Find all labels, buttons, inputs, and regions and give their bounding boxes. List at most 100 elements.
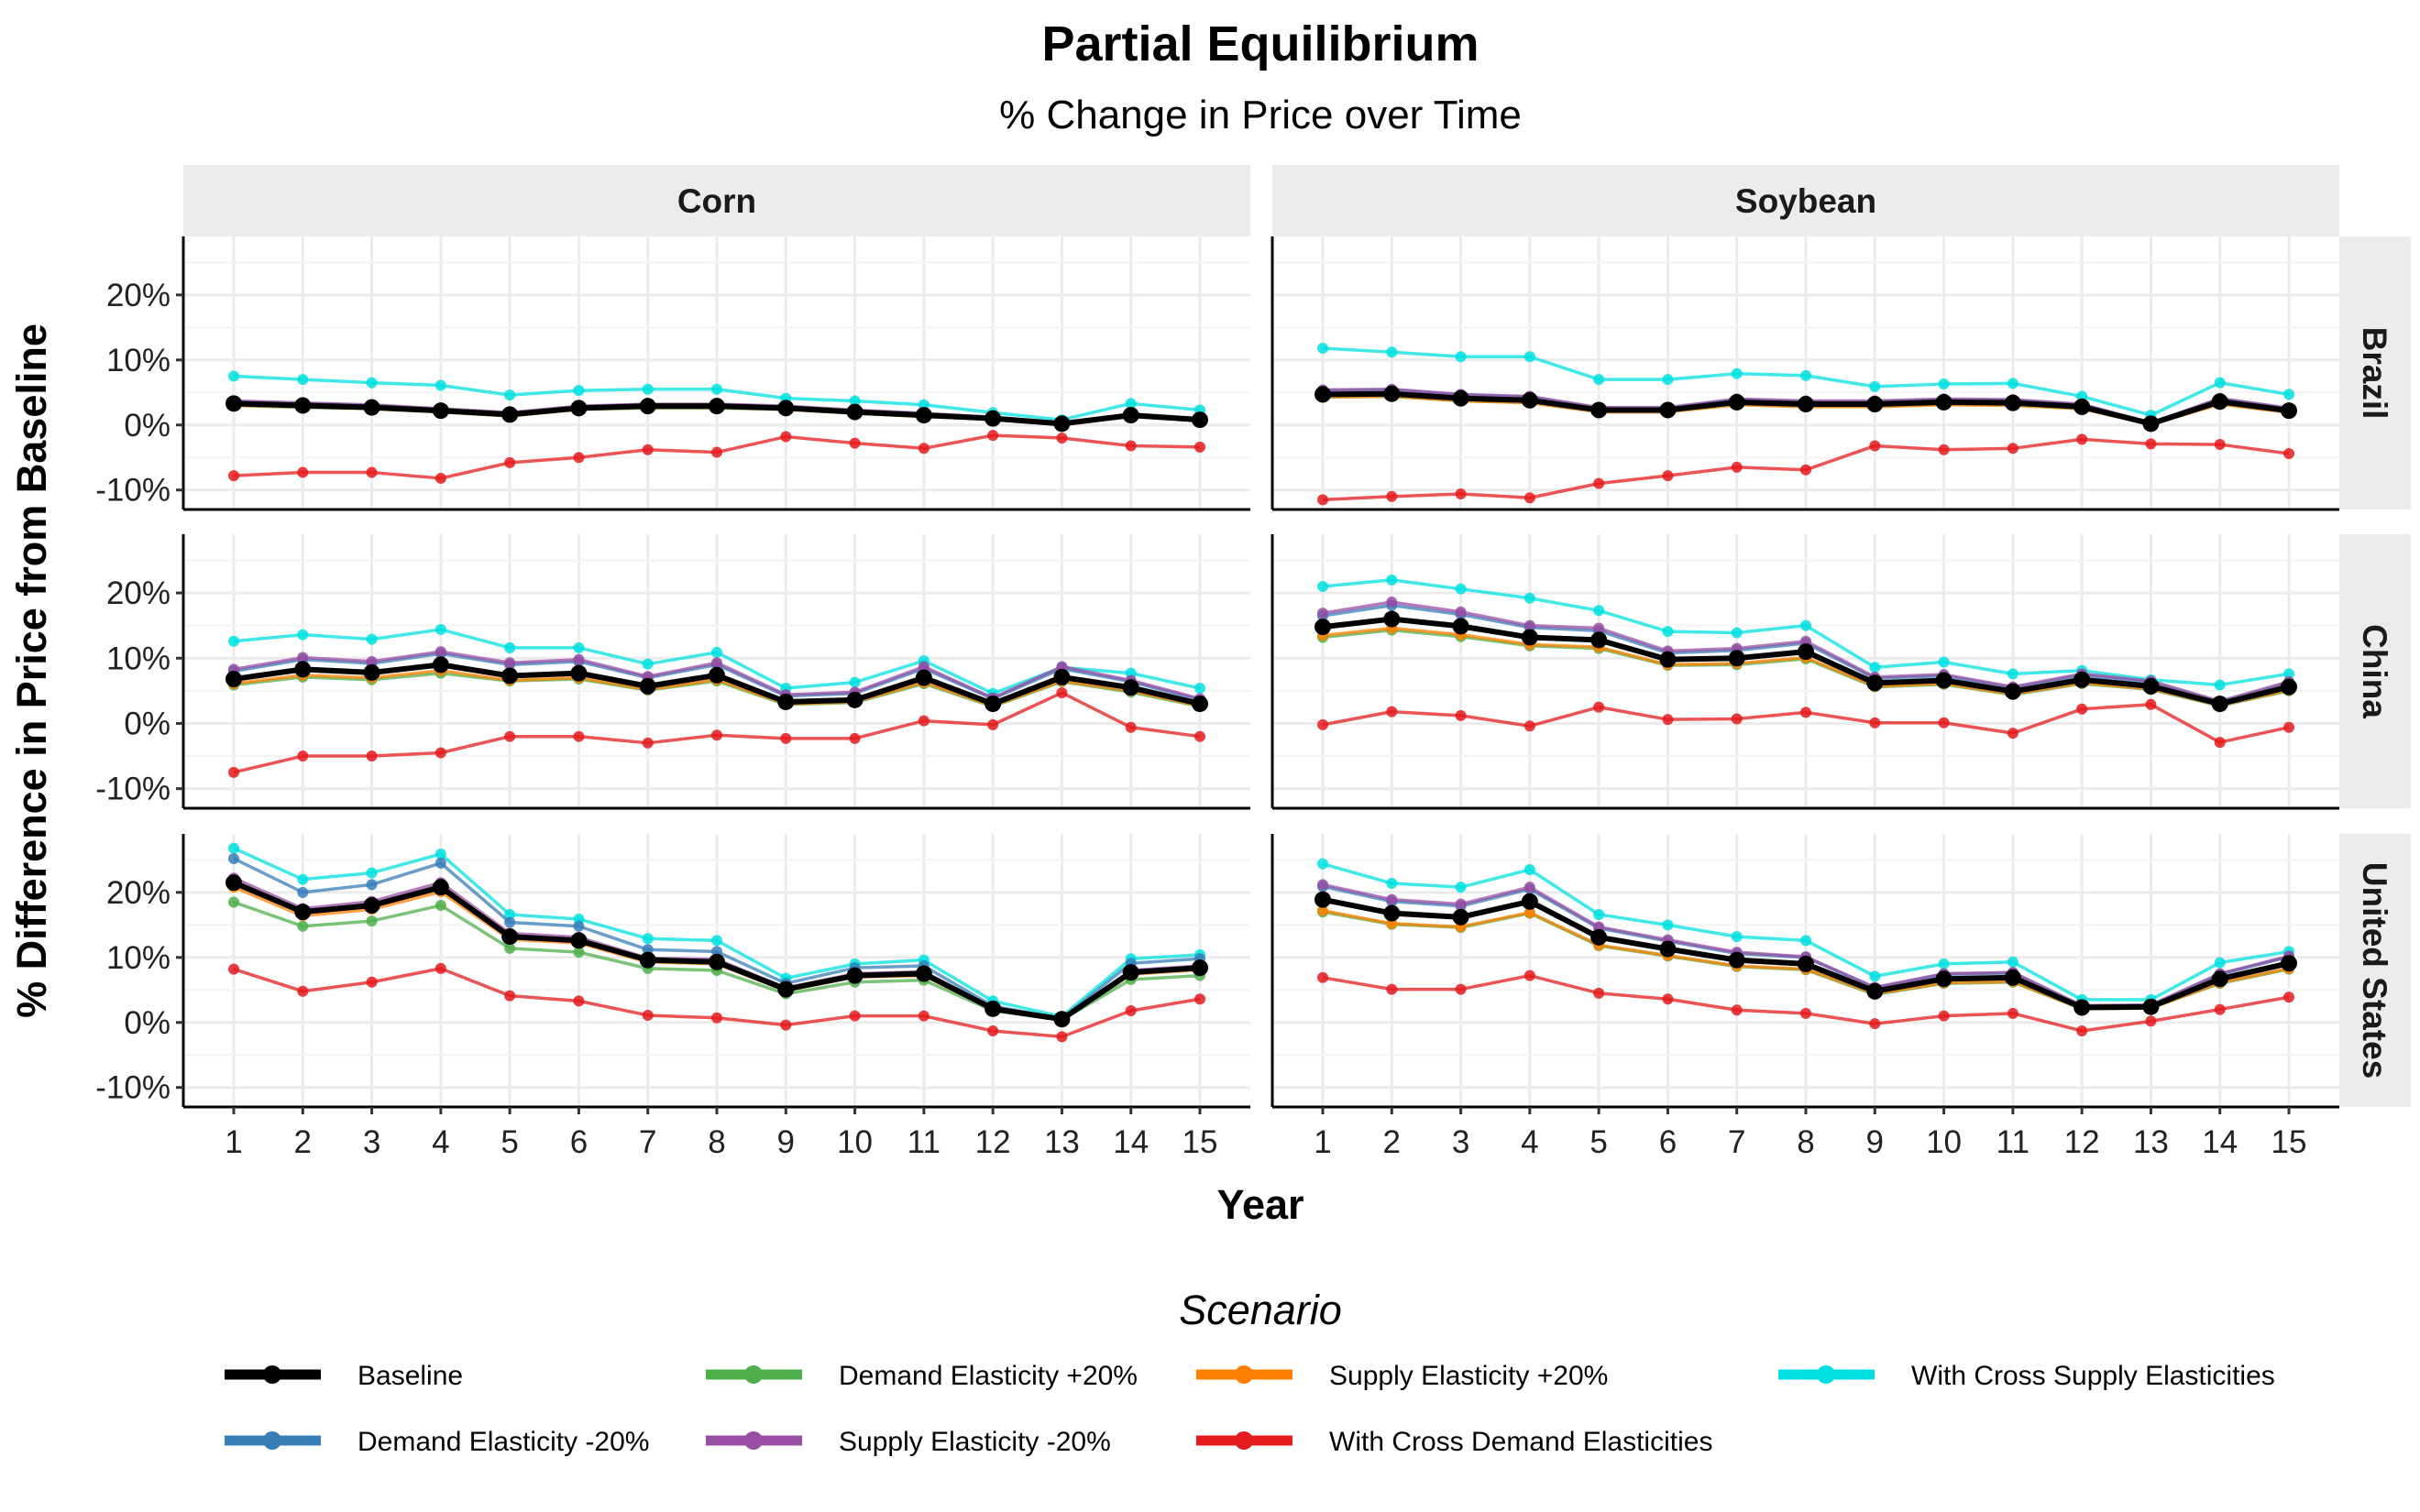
data-point-with-cross-supply-elasticities [504,641,516,653]
data-point-baseline [846,691,864,708]
data-point-baseline [1521,893,1538,910]
data-point-baseline [2211,696,2228,713]
data-point-baseline [639,677,656,695]
data-point-with-cross-supply-elasticities [1593,374,1605,386]
data-point-baseline [846,403,864,421]
data-point-baseline [501,667,519,685]
data-point-with-cross-supply-elasticities [504,908,516,920]
data-point-baseline [1383,904,1401,922]
data-point-with-cross-demand-elasticities [1194,993,1205,1005]
legend-item-demand-elasticity-20: Demand Elasticity +20% [706,1361,1138,1391]
data-point-with-cross-supply-elasticities [1662,919,1674,931]
data-point-supply-elasticity-20 [918,661,930,673]
data-point-baseline [1314,386,1331,403]
data-point-baseline [294,904,312,921]
data-point-with-cross-demand-elasticities [918,1010,930,1022]
y-tick-label: 0% [124,408,170,444]
panel-corn-china: -10% 0% 10% 20% [95,534,1250,810]
data-point-with-cross-supply-elasticities [1869,970,1881,982]
legend-item-baseline: Baseline [225,1361,463,1391]
data-point-with-cross-demand-elasticities [1056,432,1068,444]
data-point-with-cross-demand-elasticities [780,732,792,744]
legend-swatch-point [1235,1365,1253,1384]
data-point-baseline [1053,668,1071,685]
data-point-baseline [2004,969,2021,986]
data-point-with-cross-demand-elasticities [434,472,446,484]
data-point-baseline [709,666,725,684]
data-point-with-cross-supply-elasticities [1455,351,1467,363]
data-point-with-cross-supply-elasticities [849,395,861,407]
legend-label: Baseline [358,1361,463,1391]
data-point-with-cross-demand-elasticities [1800,464,1811,476]
data-point-baseline [2211,393,2228,411]
data-point-with-cross-demand-elasticities [1455,488,1467,499]
data-point-baseline [570,400,588,417]
x-tick-label: 6 [570,1124,588,1160]
data-point-with-cross-supply-elasticities [2214,957,2226,969]
legend-item-demand-elasticity-20: Demand Elasticity -20% [225,1427,649,1457]
legend-swatch-point [1817,1365,1835,1384]
column-label-soybean: Soybean [1735,182,1876,220]
panel-soybean-brazil [1270,236,2339,511]
data-point-baseline [2142,415,2160,433]
data-point-supply-elasticity-20 [1317,879,1328,891]
data-point-with-cross-supply-elasticities [642,658,654,670]
y-tick-label: -10% [95,1070,170,1106]
data-point-supply-elasticity-20 [1455,606,1467,618]
data-point-with-cross-demand-elasticities [780,431,792,443]
data-point-demand-elasticity-20 [228,852,239,864]
data-point-baseline [1590,631,1608,649]
x-tick-label: 4 [1521,1124,1538,1160]
data-point-baseline [777,981,795,998]
data-point-with-cross-demand-elasticities [1386,983,1398,995]
x-tick-label: 15 [2272,1124,2307,1160]
legend-label: Supply Elasticity -20% [839,1427,1111,1457]
data-point-with-cross-demand-elasticities [918,715,930,727]
data-point-baseline [1122,679,1139,696]
data-point-with-cross-supply-elasticities [1938,958,1950,970]
legend-title: Scenario [1179,1287,1342,1333]
data-point-with-cross-demand-elasticities [1731,713,1743,725]
x-tick-label: 3 [363,1124,380,1160]
data-point-with-cross-demand-elasticities [711,1012,722,1024]
row-strip-brazil [2339,236,2411,509]
data-point-baseline [709,398,725,415]
x-tick-label: 8 [708,1124,725,1160]
data-point-baseline [2281,678,2297,696]
data-point-with-cross-supply-elasticities [434,623,446,635]
data-point-with-cross-demand-elasticities [1938,444,1950,455]
data-point-baseline [984,1000,1002,1017]
data-point-with-cross-demand-elasticities [366,466,378,478]
data-point-baseline [294,661,312,678]
data-point-baseline [570,932,588,949]
data-point-with-cross-demand-elasticities [1317,971,1328,983]
data-point-with-cross-demand-elasticities [849,732,861,744]
data-point-with-cross-supply-elasticities [1869,380,1881,392]
data-point-with-cross-demand-elasticities [1455,709,1467,721]
data-point-baseline [1728,650,1745,667]
data-point-with-cross-supply-elasticities [2283,389,2294,400]
data-point-baseline [915,669,932,686]
data-point-with-cross-demand-elasticities [1800,707,1811,718]
data-point-with-cross-demand-elasticities [2283,447,2294,459]
data-point-baseline [709,953,725,970]
legend: Baseline Demand Elasticity +20% Supply Ela… [225,1361,2275,1457]
data-point-with-cross-supply-elasticities [228,635,239,647]
data-point-with-cross-demand-elasticities [2076,703,2088,715]
data-point-with-cross-demand-elasticities [849,1010,861,1022]
data-point-baseline [1122,964,1139,981]
data-point-baseline [363,897,380,915]
data-point-with-cross-demand-elasticities [434,962,446,974]
data-point-with-cross-demand-elasticities [1869,440,1881,452]
data-point-with-cross-demand-elasticities [2283,721,2294,733]
data-point-supply-elasticity-20 [1524,882,1535,893]
facet-panels: Corn Soybean Brazil China United States -10% 0… [95,165,2411,1160]
data-point-with-cross-demand-elasticities [780,1019,792,1031]
data-point-supply-elasticity-20 [297,652,309,663]
chart-subtitle: % Change in Price over Time [999,93,1522,137]
data-point-baseline [777,400,795,417]
data-point-with-cross-demand-elasticities [1056,686,1068,698]
legend-item-with-cross-demand-elasticities: With Cross Demand Elasticities [1196,1427,1712,1457]
data-point-baseline [432,879,449,896]
